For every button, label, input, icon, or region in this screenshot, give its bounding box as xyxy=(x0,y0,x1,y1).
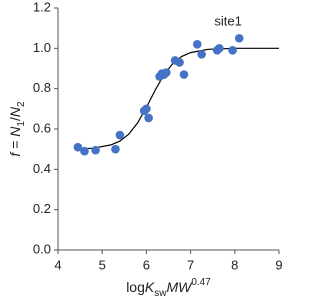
x-tick-label: 9 xyxy=(275,257,282,272)
y-axis-label-part: / xyxy=(7,117,23,121)
point xyxy=(73,142,83,152)
point xyxy=(115,130,125,140)
point xyxy=(111,144,120,154)
series-label: site1 xyxy=(214,14,241,29)
x-tick-label: 6 xyxy=(143,257,150,272)
y-tick-label: 0.8 xyxy=(33,80,51,95)
y-axis-label-part: f xyxy=(7,151,23,157)
y-axis-label-part: 1 xyxy=(16,121,27,127)
y-tick-label: 0.4 xyxy=(33,161,51,176)
y-axis-label-part: = xyxy=(7,137,23,153)
x-axis-label-part: K xyxy=(145,279,155,295)
point xyxy=(80,146,89,156)
point xyxy=(215,44,224,53)
y-tick-label: 0.2 xyxy=(33,201,51,216)
x-axis-label-part: MW xyxy=(166,279,193,295)
point xyxy=(197,50,206,59)
point xyxy=(228,46,237,55)
x-tick-label: 5 xyxy=(99,257,106,272)
x-axis-label-part: 0.47 xyxy=(191,277,211,288)
point xyxy=(234,33,244,43)
point xyxy=(192,40,202,49)
point xyxy=(142,104,151,114)
x-tick-label: 7 xyxy=(187,257,194,272)
x-axis-label: logKswMW0.47 xyxy=(126,277,211,299)
y-axis-label-part: N xyxy=(7,106,23,117)
point xyxy=(161,68,171,77)
y-tick-label: 1.2 xyxy=(33,0,51,14)
point xyxy=(175,58,184,67)
point xyxy=(179,70,189,79)
y-tick-label: 0.0 xyxy=(33,241,51,256)
x-tick-label: 4 xyxy=(54,257,61,272)
x-tick-label: 8 xyxy=(231,257,238,272)
chart: 0.0 0.2 0.4 0.6 0.8 1.0 1.2 4 5 6 7 8 9 logKswMW0.47 f… xyxy=(7,0,282,299)
x-axis-label-part: log xyxy=(126,279,145,295)
point xyxy=(91,145,100,155)
x-axis-label-part: sw xyxy=(154,288,167,299)
y-axis-label-part: 2 xyxy=(16,101,27,107)
y-tick-label: 0.6 xyxy=(33,120,51,135)
y-tick-label: 1.0 xyxy=(33,40,51,55)
y-axis-label-part: N xyxy=(7,126,23,137)
y-axis-label: f = N1/N2 xyxy=(7,101,27,157)
point xyxy=(144,113,153,123)
